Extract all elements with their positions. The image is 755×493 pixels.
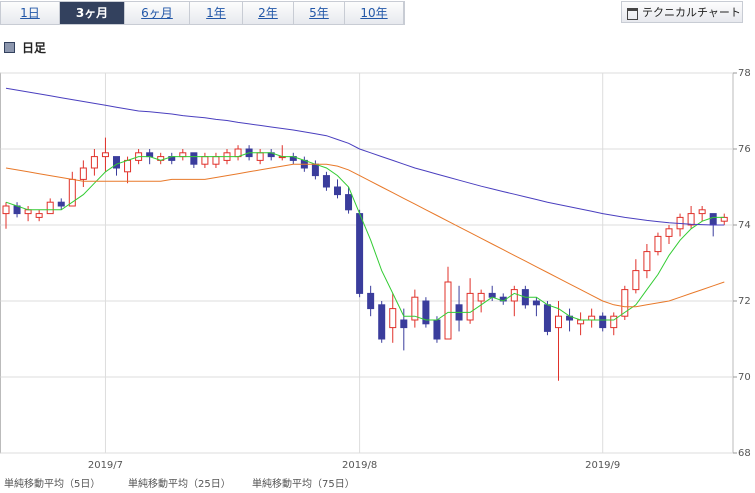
candle-body	[687, 213, 695, 226]
candle-body	[124, 159, 132, 173]
technical-chart-button[interactable]: テクニカルチャート	[621, 1, 743, 23]
candle-body	[345, 194, 353, 211]
period-tab[interactable]: 10年	[345, 2, 404, 24]
x-tick-label: 2019/8	[342, 460, 377, 471]
candle-body	[665, 228, 673, 237]
candle-body	[101, 152, 109, 158]
candle-body	[654, 235, 662, 253]
candle-body	[90, 156, 98, 169]
chart-title: 日足	[4, 39, 46, 56]
candle-body	[709, 213, 717, 226]
period-tabs: 1日 3ヶ月 6ヶ月 1年 2年 5年 10年	[0, 1, 405, 25]
plot-frame	[0, 72, 734, 454]
candle-body	[256, 152, 264, 161]
moving-average-line	[5, 87, 725, 226]
candle-body	[532, 300, 540, 306]
candle-body	[212, 156, 220, 165]
y-tick-label: 76	[738, 144, 751, 155]
candle-body	[411, 296, 419, 321]
legend-entry: 単純移動平均（5日）	[4, 477, 100, 490]
candle-body	[322, 175, 330, 188]
legend-entry: 単純移動平均（75日）	[252, 477, 355, 490]
candle-body	[444, 281, 452, 340]
period-tab[interactable]: 2年	[243, 2, 294, 24]
x-tick-label: 2019/7	[88, 460, 123, 471]
candle-body	[621, 289, 629, 317]
candle-body	[24, 209, 32, 215]
candle-body	[57, 201, 65, 207]
y-tick-label: 70	[738, 372, 751, 383]
candle-body	[356, 213, 364, 294]
candle-body	[46, 201, 54, 215]
y-tick-label: 68	[738, 448, 751, 459]
x-tick-label: 2019/9	[585, 460, 620, 471]
candle-body	[367, 292, 375, 310]
moving-average-line	[5, 152, 725, 321]
candle-body	[190, 152, 198, 165]
candle-body	[610, 315, 618, 329]
candle-body	[477, 292, 485, 302]
candle-body	[201, 156, 209, 165]
candle-body	[113, 156, 120, 169]
y-tick-label: 74	[738, 220, 751, 231]
period-tab[interactable]: 1年	[190, 2, 243, 24]
candle-body	[2, 205, 10, 215]
candle-body	[555, 315, 562, 329]
candle-body	[35, 213, 43, 218]
candle-body	[599, 315, 607, 329]
candle-body	[698, 209, 706, 215]
candle-body	[543, 304, 551, 332]
candle-body	[334, 186, 341, 196]
candle-body	[577, 319, 585, 325]
candle-body	[632, 270, 640, 291]
candle-body	[311, 163, 319, 177]
candle-body	[422, 300, 430, 325]
candle-body	[488, 292, 496, 298]
candle-body	[79, 167, 87, 180]
period-tab[interactable]: 1日	[1, 2, 60, 24]
candle-body	[466, 292, 474, 321]
period-tab[interactable]: 6ヶ月	[125, 2, 190, 24]
candle-body	[389, 308, 397, 329]
y-tick-label: 72	[738, 296, 751, 307]
candle-body	[400, 319, 408, 329]
candle-body	[433, 319, 441, 340]
candle-body	[720, 216, 728, 222]
candle-body	[146, 152, 154, 158]
candle-body	[179, 152, 187, 158]
moving-average-line	[5, 163, 725, 308]
legend-entry: 単純移動平均（25日）	[128, 477, 231, 490]
candle-body	[378, 304, 386, 340]
candle-body	[588, 315, 596, 321]
y-tick-label: 78	[738, 68, 751, 79]
candle-body	[643, 251, 651, 272]
period-tab[interactable]: 3ヶ月	[60, 2, 125, 24]
period-tab[interactable]: 5年	[294, 2, 345, 24]
